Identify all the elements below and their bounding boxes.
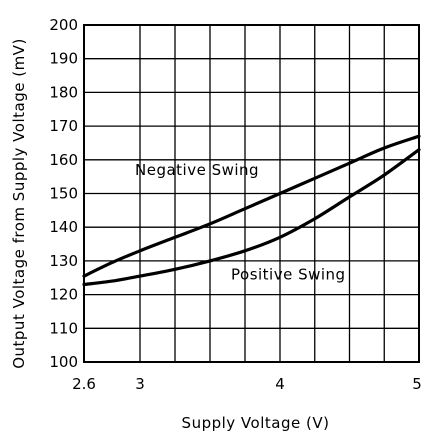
negative-swing-line <box>82 134 421 278</box>
x-tick-label: 4 <box>275 375 285 393</box>
y-axis-label: Output Voltage from Supply Voltage (mV) <box>10 38 28 369</box>
x-tick-label: 3 <box>135 375 145 393</box>
x-tick-label: 2.6 <box>72 375 96 393</box>
y-tick-label: 190 <box>49 50 78 68</box>
y-tick-label: 180 <box>49 83 78 101</box>
y-tick-label: 160 <box>49 151 78 169</box>
y-tick-label: 200 <box>49 16 78 34</box>
x-tick-label: 5 <box>412 375 422 393</box>
plot-frame <box>83 24 420 363</box>
positive-swing-line <box>82 148 421 287</box>
positive-swing-label: Positive Swing <box>231 265 346 283</box>
y-tick-label: 170 <box>49 117 78 135</box>
y-tick-label: 140 <box>49 218 78 236</box>
y-tick-label: 110 <box>49 319 78 337</box>
x-axis-label: Supply Voltage (V) <box>182 414 330 432</box>
curve-layer <box>82 134 421 287</box>
negative-swing-label: Negative Swing <box>135 161 259 179</box>
tick-label-layer: 100 110 120 130 140 150 160 170 180 190 200 2.6 3 4 5 <box>49 16 421 393</box>
y-tick-label: 150 <box>49 185 78 203</box>
y-tick-label: 130 <box>49 252 78 270</box>
y-tick-label: 100 <box>49 353 78 371</box>
grid-layer <box>83 24 420 363</box>
y-tick-label: 120 <box>49 286 78 304</box>
